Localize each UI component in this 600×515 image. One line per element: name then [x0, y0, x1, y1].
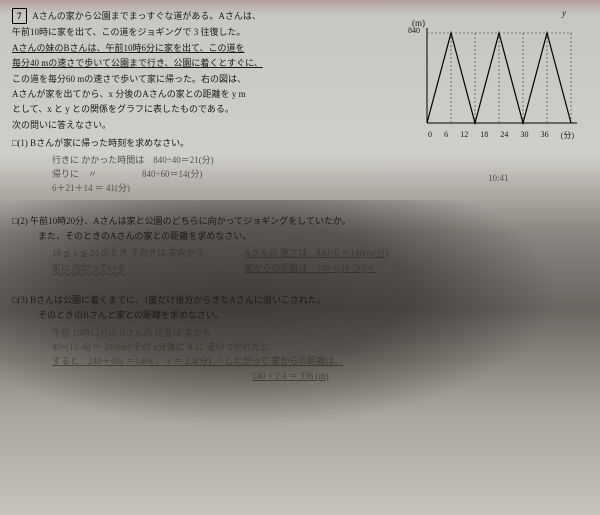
hand-q1b: 帰りに 〃 840÷60＝14(分) — [52, 167, 400, 181]
p-line-1: 午前10時に家を出て、この道をジョギングで 3 往復した。 — [12, 25, 400, 39]
p-line-0: Aさんの家から公園までまっすぐな道がある。Aさんは、 — [32, 11, 261, 21]
xtick-5: 30 — [520, 130, 528, 141]
p-line-6: として、x と y との関係をグラフに表したものである。 — [12, 102, 400, 116]
xtick-0: 0 — [428, 130, 432, 141]
question-3: □(3) Bさんは公園に着くまでに、1度だけ後方からきたAさんに追いこされた。 … — [12, 293, 588, 383]
p-line-5: Aさんが家を出てから、x 分後のAさんの家との距離を y m — [12, 87, 400, 101]
hand-q3d: 140 × 2.4 ＝ 336 (m) — [252, 369, 588, 383]
hand-q3a: 午前 10時12分の Bさんの 位置は 家から — [52, 326, 588, 340]
hand-q3c: すると 240＋40x ＝140x 、 x ＝ 2.4(分) ／ したがって 家… — [52, 354, 588, 368]
p-line-7: 次の問いに答えなさい。 — [12, 118, 400, 132]
hand-q2b: 家に 向かっている — [52, 261, 204, 275]
handwriting-q2-left: 18 ≦ x ≦ 24 のとき 下向きは 家向かう 家に 向かっている — [52, 246, 204, 275]
handwriting-q1: 行きに かかった時間は 840÷40＝21(分) 帰りに 〃 840÷60＝14… — [52, 153, 400, 196]
question-2: □(2) 午前10時20分、Aさんは家と公園のどちらに向かってジョギングをしてい… — [12, 214, 588, 275]
x-tick-labels: 0 6 12 18 24 30 36 (分) — [426, 130, 576, 141]
hand-q2c: Aさんの 速さは 840÷6 ＝140(m/分) — [244, 246, 388, 260]
problem-body: 7 Aさんの家から公園までまっすぐな道がある。Aさんは、 午前10時に家を出て、… — [12, 8, 400, 196]
handwriting-q2-right: Aさんの 速さは 840÷6 ＝140(m/分) 家からの距離は 140 ×(2… — [244, 246, 388, 275]
p-line-4: この道を毎分60 mの速さで歩いて家に帰った。右の図は、 — [12, 72, 400, 86]
hand-q3b: 40×(12−6) ＝ 240(m) その x分後に A に 追いつかれたと — [52, 340, 588, 354]
q2b: また、そのときのAさんの家との距離を求めなさい。 — [38, 229, 588, 244]
problem-number: 7 — [12, 8, 27, 24]
xtick-2: 12 — [460, 130, 468, 141]
question-1: □(1) Bさんが家に帰った時刻を求めなさい。 — [12, 136, 400, 150]
y-axis-label: y — [562, 8, 566, 18]
hand-q1c: 6＋21＋14 ＝ 41(分) — [52, 181, 400, 195]
hand-q1d: 10:41 — [488, 171, 588, 185]
hand-q2d: 家からの距離は 140 ×(24−20)＝ — [244, 261, 388, 275]
xtick-3: 18 — [480, 130, 488, 141]
p-line-3: 毎分40 mの速さで歩いて公園まで行き、公園に着くとすぐに、 — [12, 56, 400, 70]
hand-q1a: 行きに かかった時間は 840÷40＝21(分) — [52, 153, 400, 167]
y-max-label: 840 — [408, 26, 420, 35]
hand-q2a: 18 ≦ x ≦ 24 のとき 下向きは 家向かう — [52, 246, 204, 260]
chart-container: y (m) 840 — [408, 8, 588, 196]
xtick-6: 36 — [541, 130, 549, 141]
x-unit: (分) — [561, 130, 574, 141]
xtick-1: 6 — [444, 130, 448, 141]
q3b: そのときのBさんと家との距離を求めなさい。 — [38, 308, 588, 323]
xtick-4: 24 — [500, 130, 508, 141]
handwriting-q3: 午前 10時12分の Bさんの 位置は 家から 40×(12−6) ＝ 240(… — [52, 326, 588, 384]
p-line-2: Aさんの妹のBさんは、午前10時6分に家を出て、この道を — [12, 41, 400, 55]
q3a: □(3) Bさんは公園に着くまでに、1度だけ後方からきたAさんに追いこされた。 — [12, 293, 588, 308]
q2a: □(2) 午前10時20分、Aさんは家と公園のどちらに向かってジョギングをしてい… — [12, 214, 588, 229]
distance-chart — [422, 28, 577, 128]
